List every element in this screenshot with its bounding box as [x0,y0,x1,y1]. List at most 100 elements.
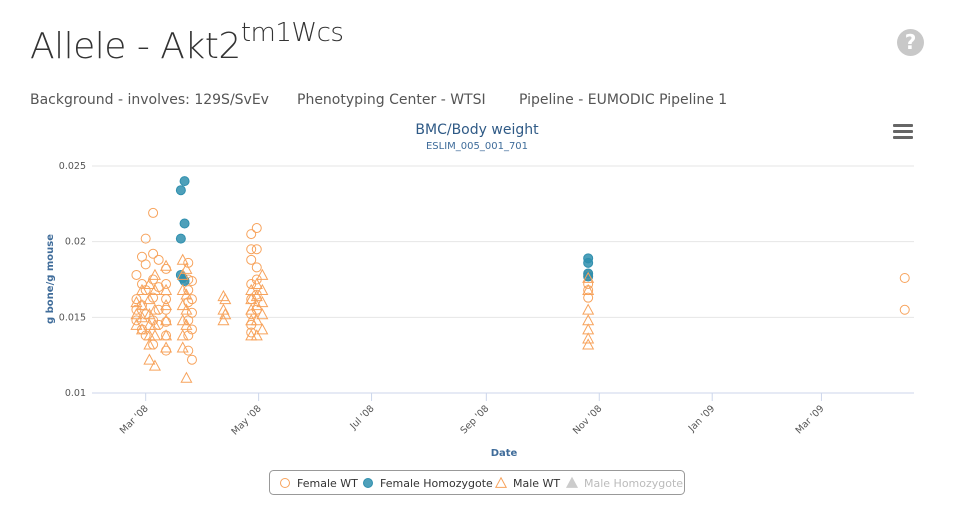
data-points [130,176,910,383]
x-tick-label: May '08 [230,403,264,437]
chart-subtitle: ESLIM_005_001_701 [426,141,528,152]
allele-title: Allele - Akt2tm1Wcs [30,18,344,67]
data-point [219,308,232,320]
pipeline-info: Pipeline - EUMODIC Pipeline 1 [519,92,728,108]
chart-menu-icon[interactable] [893,124,913,140]
data-point [160,259,173,271]
data-point [135,311,149,323]
data-point [131,269,142,280]
data-point [583,292,594,303]
phenotyping-center-info: Phenotyping Center - WTSI [297,92,486,108]
data-point [176,268,189,280]
data-point [160,329,173,341]
legend-marker [565,476,579,488]
legend-item[interactable]: Female Homozygote [363,477,494,490]
x-tick-label: Sep '08 [458,403,491,436]
data-point [130,295,143,308]
data-point [180,262,193,274]
legend-item[interactable]: Male Homozygote [565,476,684,490]
x-axis-ticks: Mar '08 May '08 Jul '08 Sep '08 Nov '08 Jan '… [118,393,827,438]
data-point [148,359,161,371]
data-point [186,354,197,365]
help-icon[interactable]: ? [897,29,924,56]
data-point [186,307,197,318]
legend-item[interactable]: Female WT [280,477,359,490]
legend-label: Female Homozygote [380,477,493,490]
x-tick-label: Jul '08 [348,403,377,432]
data-point [140,259,151,270]
y-tick-label: 0.015 [59,312,86,323]
x-tick-label: Jan '09 [686,403,717,434]
data-point [176,283,189,296]
data-point [175,233,186,244]
data-point [582,283,595,296]
x-tick-label: Nov '08 [571,403,604,436]
allele-title-text: Allele - Akt2 [30,26,241,67]
x-tick-label: Mar '09 [794,403,827,436]
data-point [180,303,193,315]
data-point [160,298,173,311]
data-point [583,257,594,268]
data-point [256,323,269,335]
y-tick-label: 0.01 [65,388,86,399]
data-point [140,233,151,244]
y-axis-ticks: 0.01 0.015 0.02 0.025 [59,161,86,399]
data-point [899,304,910,315]
legend-item[interactable]: Male WT [494,476,561,490]
data-point [160,341,173,353]
data-point [148,292,159,303]
data-point [153,254,164,265]
data-point [148,268,161,280]
data-point [161,316,172,327]
data-point [176,329,189,341]
data-point [148,283,161,296]
data-point [256,283,269,296]
data-point [143,353,156,365]
legend-label: Female WT [297,477,358,490]
data-point [175,185,186,196]
data-point [246,229,257,240]
data-point [250,329,263,341]
data-point [143,292,156,305]
data-point [256,308,269,320]
background-info: Background - involves: 129S/SvEv [30,92,269,108]
chart-title: BMC/Body weight [415,122,539,138]
data-point [251,244,262,255]
data-point [179,218,190,229]
y-tick-label: 0.02 [65,237,86,248]
data-point [143,338,156,350]
data-point [582,303,595,315]
data-point [582,332,595,344]
data-point [180,318,193,330]
data-point [148,248,159,259]
data-point [251,223,262,234]
data-point [180,288,193,300]
data-point [183,345,194,356]
legend-marker [280,478,290,488]
legend-label: Male WT [513,477,560,490]
data-point [250,277,263,289]
x-tick-label: Mar '08 [118,403,151,436]
data-point [160,283,173,296]
legend-label: Male Homozygote [584,477,683,490]
data-point [582,271,595,283]
data-point [899,272,910,283]
allele-title-superscript: tm1Wcs [240,18,344,48]
legend: Female WT Female Homozygote Male WT Male Ho… [269,470,685,495]
data-point [246,244,257,255]
data-point [256,295,269,308]
data-point [179,176,190,187]
data-point [217,314,230,326]
data-point [148,329,161,341]
data-point [176,253,189,265]
data-point [219,292,232,305]
data-point [130,318,143,330]
data-point [582,338,595,350]
data-point [246,254,257,265]
data-point [148,207,159,218]
data-point [256,268,269,280]
data-point [176,341,189,353]
legend-box [269,470,685,495]
data-point [217,289,230,302]
